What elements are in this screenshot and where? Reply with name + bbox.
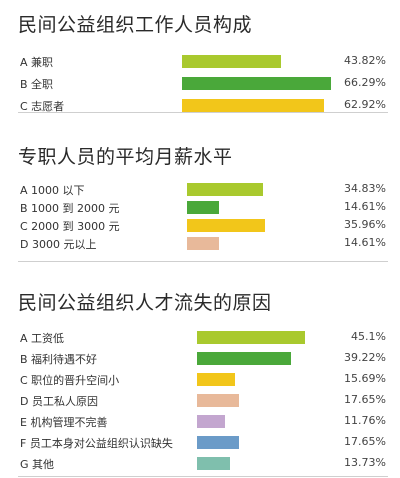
section-divider bbox=[18, 476, 388, 477]
bar-row: C 志愿者 62.92% bbox=[0, 96, 400, 116]
bar bbox=[197, 352, 291, 365]
category-label: A 1000 以下 bbox=[20, 184, 85, 197]
category-label: B 1000 到 2000 元 bbox=[20, 202, 120, 215]
category-label: F 员工本身对公益组织认识缺失 bbox=[20, 437, 173, 450]
bar-row: A 工资低 45.1% bbox=[0, 328, 400, 348]
value-label: 17.65% bbox=[344, 393, 386, 406]
value-label: 14.61% bbox=[344, 236, 386, 249]
value-label: 39.22% bbox=[344, 351, 386, 364]
value-label: 17.65% bbox=[344, 435, 386, 448]
value-label: 66.29% bbox=[344, 76, 386, 89]
bar-row: B 1000 到 2000 元 14.61% bbox=[0, 198, 400, 218]
section-divider bbox=[18, 261, 388, 262]
category-label: D 员工私人原因 bbox=[20, 395, 98, 408]
value-label: 43.82% bbox=[344, 54, 386, 67]
bar bbox=[197, 331, 305, 344]
category-label: G 其他 bbox=[20, 458, 55, 471]
bar bbox=[182, 77, 331, 90]
value-label: 15.69% bbox=[344, 372, 386, 385]
category-label: D 3000 元以上 bbox=[20, 238, 97, 251]
bar-row: A 兼职 43.82% bbox=[0, 52, 400, 72]
bar bbox=[197, 457, 230, 470]
value-label: 35.96% bbox=[344, 218, 386, 231]
bar-row: A 1000 以下 34.83% bbox=[0, 180, 400, 200]
bar-row: D 3000 元以上 14.61% bbox=[0, 234, 400, 254]
value-label: 11.76% bbox=[344, 414, 386, 427]
chart-title: 民间公益组织人才流失的原因 bbox=[18, 292, 272, 314]
value-label: 13.73% bbox=[344, 456, 386, 469]
category-label: B 福利待遇不好 bbox=[20, 353, 98, 366]
chart-title: 专职人员的平均月薪水平 bbox=[18, 146, 233, 168]
value-label: 14.61% bbox=[344, 200, 386, 213]
category-label: B 全职 bbox=[20, 78, 54, 91]
chart-title: 民间公益组织工作人员构成 bbox=[18, 14, 253, 36]
bar bbox=[187, 237, 219, 250]
bar-row: B 福利待遇不好 39.22% bbox=[0, 349, 400, 369]
value-label: 34.83% bbox=[344, 182, 386, 195]
value-label: 62.92% bbox=[344, 98, 386, 111]
bar-row: C 2000 到 3000 元 35.96% bbox=[0, 216, 400, 236]
value-label: 45.1% bbox=[351, 330, 386, 343]
section-divider bbox=[18, 112, 388, 113]
category-label: A 兼职 bbox=[20, 56, 54, 69]
bar bbox=[197, 436, 239, 449]
bar bbox=[197, 373, 235, 386]
category-label: C 2000 到 3000 元 bbox=[20, 220, 120, 233]
bar bbox=[197, 394, 239, 407]
bar-row: D 员工私人原因 17.65% bbox=[0, 391, 400, 411]
category-label: C 职位的晋升空间小 bbox=[20, 374, 120, 387]
bar bbox=[187, 219, 265, 232]
category-label: A 工资低 bbox=[20, 332, 65, 345]
bar bbox=[187, 201, 219, 214]
category-label: E 机构管理不完善 bbox=[20, 416, 108, 429]
bar bbox=[182, 55, 281, 68]
bar-row: C 职位的晋升空间小 15.69% bbox=[0, 370, 400, 390]
bar-row: F 员工本身对公益组织认识缺失 17.65% bbox=[0, 433, 400, 453]
bar bbox=[187, 183, 263, 196]
category-label: C 志愿者 bbox=[20, 100, 65, 113]
bar-row: G 其他 13.73% bbox=[0, 454, 400, 474]
bar bbox=[197, 415, 225, 428]
bar-row: E 机构管理不完善 11.76% bbox=[0, 412, 400, 432]
bar bbox=[182, 99, 324, 112]
bar-row: B 全职 66.29% bbox=[0, 74, 400, 94]
